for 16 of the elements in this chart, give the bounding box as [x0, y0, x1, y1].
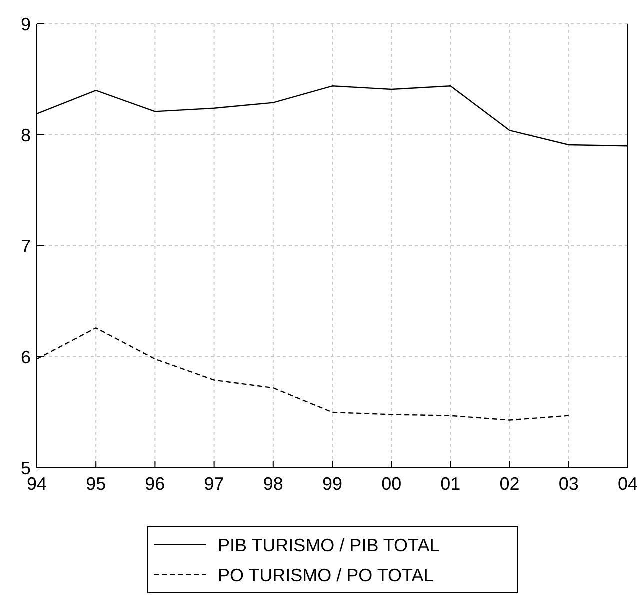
- x-tick-label: 96: [145, 474, 166, 494]
- x-tick-label: 02: [500, 474, 520, 494]
- y-tick-label: 9: [20, 14, 31, 34]
- legend-label: PIB TURISMO / PIB TOTAL: [218, 535, 440, 556]
- x-tick-label: 99: [322, 474, 343, 494]
- x-tick-label: 00: [382, 474, 402, 494]
- x-tick-label: 03: [558, 474, 579, 494]
- x-tick-label: 98: [263, 474, 284, 494]
- y-tick-label: 6: [20, 347, 31, 368]
- x-tick-label: 97: [204, 474, 224, 494]
- x-tick-label: 04: [618, 474, 638, 494]
- x-tick-label: 95: [86, 474, 106, 494]
- legend-label: PO TURISMO / PO TOTAL: [218, 565, 434, 586]
- y-tick-label: 8: [20, 125, 31, 146]
- y-tick-label: 7: [20, 236, 31, 256]
- x-tick-label: 01: [440, 474, 461, 494]
